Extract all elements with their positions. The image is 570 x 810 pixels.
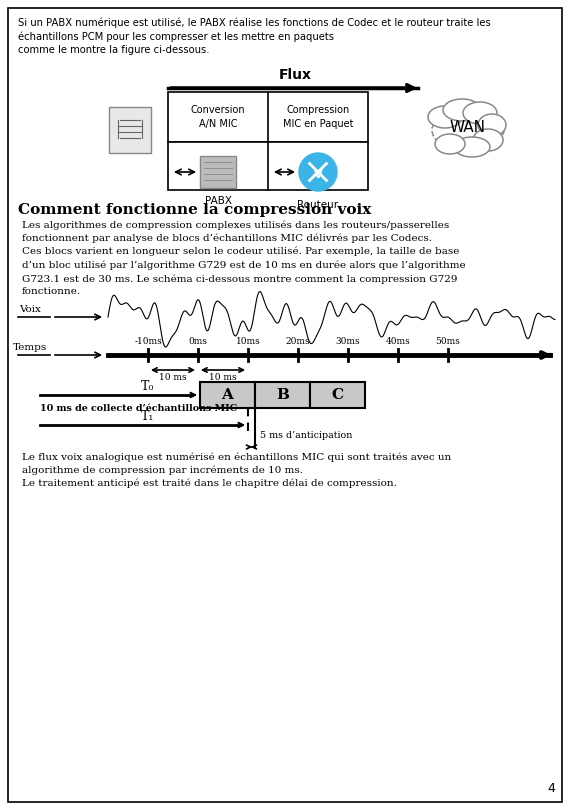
Text: 40ms: 40ms (386, 337, 410, 346)
Ellipse shape (478, 114, 506, 136)
Text: 10 ms: 10 ms (209, 373, 237, 382)
Text: fonctionnent par analyse de blocs d’échantillons MIC délivrés par les Codecs.: fonctionnent par analyse de blocs d’écha… (22, 233, 432, 243)
Text: 50ms: 50ms (435, 337, 461, 346)
Text: Voix: Voix (19, 305, 41, 314)
Ellipse shape (454, 137, 490, 157)
Text: algorithme de compression par incréments de 10 ms.: algorithme de compression par incréments… (22, 466, 303, 475)
Ellipse shape (463, 102, 497, 124)
Text: Flux: Flux (279, 68, 311, 82)
Bar (168, 142, 368, 190)
Text: B: B (276, 388, 289, 402)
Text: A: A (222, 388, 234, 402)
Text: 30ms: 30ms (336, 337, 360, 346)
Text: Compression
MIC en Paquet: Compression MIC en Paquet (283, 105, 353, 129)
Text: échantillons PCM pour les compresser et les mettre en paquets: échantillons PCM pour les compresser et … (18, 31, 334, 41)
Text: Temps: Temps (13, 343, 47, 352)
Text: d’un bloc utilisé par l’algorithme G729 est de 10 ms en durée alors que l’algori: d’un bloc utilisé par l’algorithme G729 … (22, 261, 466, 270)
Ellipse shape (428, 106, 462, 128)
Ellipse shape (432, 109, 504, 151)
Text: Si un PABX numérique est utilisé, le PABX réalise les fonctions de Codec et le r: Si un PABX numérique est utilisé, le PAB… (18, 17, 491, 28)
Ellipse shape (435, 134, 465, 154)
Bar (168, 92, 368, 142)
Text: T₀: T₀ (141, 380, 154, 393)
Text: G723.1 est de 30 ms. Le schéma ci-dessous montre comment la compression G729: G723.1 est de 30 ms. Le schéma ci-dessou… (22, 274, 458, 284)
Bar (200, 156, 236, 188)
Text: Ces blocs varient en longueur selon le codeur utilisé. Par exemple, la taille de: Ces blocs varient en longueur selon le c… (22, 247, 459, 257)
FancyBboxPatch shape (109, 107, 151, 153)
Text: 5 ms d’anticipation: 5 ms d’anticipation (260, 430, 352, 440)
Text: Routeur: Routeur (298, 200, 339, 210)
Text: T₁: T₁ (141, 410, 154, 423)
Circle shape (299, 153, 337, 191)
Text: Le flux voix analogique est numérisé en échantillons MIC qui sont traités avec u: Le flux voix analogique est numérisé en … (22, 452, 451, 462)
Ellipse shape (443, 99, 481, 121)
Text: Le traitement anticipé est traité dans le chapitre délai de compression.: Le traitement anticipé est traité dans l… (22, 479, 397, 488)
Ellipse shape (473, 129, 503, 151)
Bar (200, 382, 255, 408)
Text: comme le montre la figure ci-dessous.: comme le montre la figure ci-dessous. (18, 45, 210, 55)
Bar (310, 382, 365, 408)
Text: 10 ms de collecte d’échantillons MIC: 10 ms de collecte d’échantillons MIC (40, 404, 237, 413)
Text: 10 ms: 10 ms (159, 373, 187, 382)
Text: V: V (314, 170, 322, 180)
Text: fonctionne.: fonctionne. (22, 288, 81, 296)
Text: 10ms: 10ms (235, 337, 260, 346)
Bar (255, 382, 310, 408)
Text: 20ms: 20ms (286, 337, 310, 346)
Text: Les algorithmes de compression complexes utilisés dans les routeurs/passerelles: Les algorithmes de compression complexes… (22, 220, 449, 229)
Text: PABX: PABX (205, 196, 231, 206)
Text: 4: 4 (547, 782, 555, 795)
Text: 0ms: 0ms (189, 337, 207, 346)
Text: -10ms: -10ms (134, 337, 162, 346)
Text: WAN: WAN (450, 121, 486, 135)
Text: Conversion
A/N MIC: Conversion A/N MIC (191, 105, 245, 129)
Text: Comment fonctionne la compression voix: Comment fonctionne la compression voix (18, 203, 372, 217)
Text: C: C (331, 388, 344, 402)
